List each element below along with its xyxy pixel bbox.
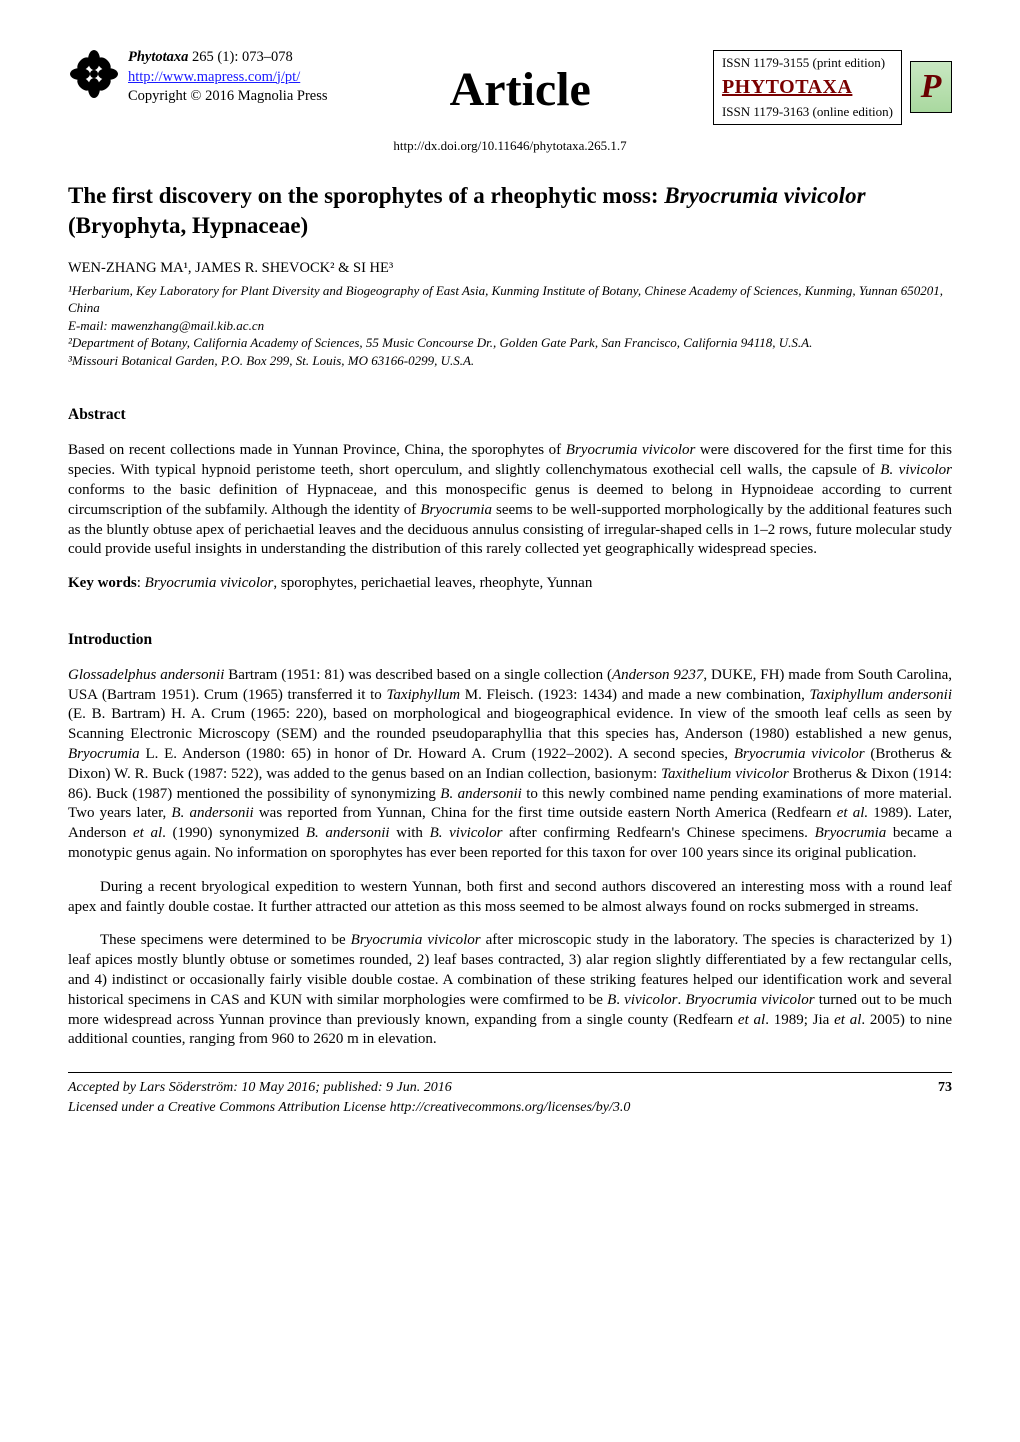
article-title: The first discovery on the sporophytes o… (68, 181, 952, 241)
flower-icon (68, 48, 120, 100)
abs-s1: B. vivicolor (880, 462, 952, 478)
accepted-line: Accepted by Lars Söderström: 10 May 2016… (68, 1079, 452, 1097)
title-pre: The first discovery on the sporophytes o… (68, 183, 664, 208)
doi-line: http://dx.doi.org/10.11646/phytotaxa.265… (68, 138, 952, 155)
ip3-s3: Bryocrumia vivicolor (685, 992, 814, 1008)
abstract-heading: Abstract (68, 405, 952, 425)
ip3-t2: . (616, 992, 624, 1008)
ip1-t0: Bartram (1951: 81) was described based o… (224, 667, 612, 683)
ip3-s4: et al (738, 1012, 765, 1028)
keywords-sci: Bryocrumia vivicolor (145, 575, 274, 591)
header-bar: Phytotaxa 265 (1): 073–078 http://www.ma… (68, 48, 952, 126)
ip1-s12: B. vivicolor (430, 825, 503, 841)
introduction-heading: Introduction (68, 630, 952, 650)
footer-line-2: Licensed under a Creative Commons Attrib… (68, 1099, 952, 1117)
intro-para-2: During a recent bryological expedition t… (68, 878, 952, 918)
ip1-s13: Bryocrumia (815, 825, 887, 841)
header-left: Phytotaxa 265 (1): 073–078 http://www.ma… (68, 48, 328, 126)
keywords-sep: : (137, 575, 145, 591)
ip1-t8: was reported from Yunnan, China for the … (254, 805, 837, 821)
affil-2: ²Department of Botany, California Academ… (68, 334, 952, 352)
journal-ref: Phytotaxa 265 (1): 073–078 (128, 48, 328, 68)
abs-s2: Bryocrumia (420, 502, 492, 518)
ip1-t12: after confirming Redfearn's Chinese spec… (502, 825, 814, 841)
ip1-s9: et al. (837, 805, 868, 821)
ip1-t3: (E. B. Bartram) H. A. Crum (1965: 220), … (68, 706, 952, 742)
page-number: 73 (938, 1079, 952, 1097)
ip3-t5: . 1989; Jia (765, 1012, 834, 1028)
issn-online: ISSN 1179-3163 (online edition) (722, 102, 893, 122)
footer-line-1: Accepted by Lars Söderström: 10 May 2016… (68, 1079, 952, 1097)
keywords-line: Key words: Bryocrumia vivicolor, sporoph… (68, 574, 952, 594)
journal-vol: 265 (1): 073–078 (188, 49, 292, 65)
intro-para-1: Glossadelphus andersonii Bartram (1951: … (68, 666, 952, 864)
ip1-s8: B. andersonii (171, 805, 253, 821)
title-post: (Bryophyta, Hypnaceae) (68, 213, 308, 238)
abs-t0: Based on recent collections made in Yunn… (68, 442, 566, 458)
copyright-line: Copyright © 2016 Magnolia Press (128, 87, 328, 107)
journal-url-link[interactable]: http://www.mapress.com/j/pt/ (128, 68, 328, 88)
ip1-s11: B. andersonii (306, 825, 390, 841)
ip1-t10: . (1990) synonymized (162, 825, 306, 841)
ip3-s0: Bryocrumia vivicolor (351, 932, 481, 948)
header-right: ISSN 1179-3155 (print edition) PHYTOTAXA… (713, 48, 952, 126)
ip1-s4: Bryocrumia (68, 746, 140, 762)
authors-line: WEN-ZHANG MA¹, JAMES R. SHEVOCK² & SI HE… (68, 259, 952, 278)
abstract-paragraph: Based on recent collections made in Yunn… (68, 441, 952, 560)
ip1-s3: Taxiphyllum andersonii (810, 687, 952, 703)
ip1-s2: Taxiphyllum (386, 687, 460, 703)
ip1-t11: with (390, 825, 430, 841)
p-logo: P (910, 61, 952, 113)
phytotaxa-brand[interactable]: PHYTOTAXA (722, 72, 893, 102)
affil-1: ¹Herbarium, Key Laboratory for Plant Div… (68, 282, 952, 317)
keywords-rest: , sporophytes, perichaetial leaves, rheo… (273, 575, 592, 591)
keywords-label: Key words (68, 575, 137, 591)
ip1-s1: Anderson 9237 (612, 667, 703, 683)
issn-box: ISSN 1179-3155 (print edition) PHYTOTAXA… (713, 50, 902, 125)
ip1-s6: Taxithelium vivicolor (661, 766, 789, 782)
ip1-t4: L. E. Anderson (1980: 65) in honor of Dr… (140, 746, 734, 762)
title-sciname: Bryocrumia vivicolor (664, 183, 865, 208)
ip1-s7: B. andersonii (440, 786, 522, 802)
abs-s0: Bryocrumia vivicolor (566, 442, 696, 458)
ip1-s10: et al (133, 825, 162, 841)
ip3-t0: These specimens were determined to be (100, 932, 351, 948)
affil-email: E-mail: mawenzhang@mail.kib.ac.cn (68, 317, 952, 335)
ip1-s5: Bryocrumia vivicolor (734, 746, 865, 762)
footer-rule (68, 1072, 952, 1073)
affil-3: ³Missouri Botanical Garden, P.O. Box 299… (68, 352, 952, 370)
ip3-s5: et al (834, 1012, 861, 1028)
intro-para-3: These specimens were determined to be Br… (68, 931, 952, 1050)
journal-name: Phytotaxa (128, 49, 188, 65)
issn-print: ISSN 1179-3155 (print edition) (722, 53, 893, 73)
ip3-s1: B (607, 992, 616, 1008)
article-word: Article (450, 59, 591, 121)
ip1-t2: M. Fleisch. (1923: 1434) and made a new … (460, 687, 809, 703)
ip3-s2: vivicolor (624, 992, 677, 1008)
ip1-s0: Glossadelphus andersonii (68, 667, 224, 683)
header-left-text: Phytotaxa 265 (1): 073–078 http://www.ma… (128, 48, 328, 107)
